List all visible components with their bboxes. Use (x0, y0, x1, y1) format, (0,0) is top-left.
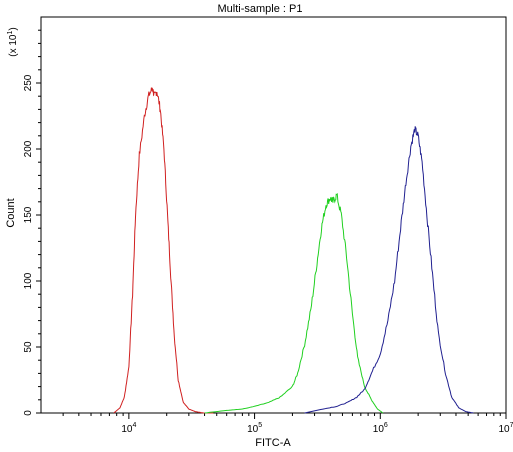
histogram-series-3 (304, 126, 474, 414)
histogram-series-2 (204, 192, 384, 414)
y-axis: 0 50 100 150 200 250 (23, 29, 41, 416)
chart-title: Multi-sample : P1 (218, 3, 303, 15)
plot-area (40, 16, 507, 414)
x-tick-label: 106 (373, 422, 388, 435)
y-tick-label: 250 (23, 74, 34, 91)
x-axis-title: FITC-A (255, 437, 291, 449)
x-tick-label: 107 (498, 422, 513, 435)
y-multiplier-label: (x 101) (7, 27, 19, 56)
histogram-series-1 (113, 87, 214, 414)
y-tick-label: 150 (23, 206, 34, 223)
x-tick-label: 104 (121, 422, 136, 435)
x-axis: 104 105 106 107 (62, 413, 513, 435)
y-tick-label: 50 (23, 341, 34, 353)
y-tick-label: 200 (23, 140, 34, 157)
y-tick-label: 0 (23, 410, 34, 416)
y-tick-label: 100 (23, 272, 34, 289)
series-layer (113, 87, 474, 414)
x-tick-label: 105 (247, 422, 262, 435)
y-axis-title: Count (5, 198, 17, 227)
